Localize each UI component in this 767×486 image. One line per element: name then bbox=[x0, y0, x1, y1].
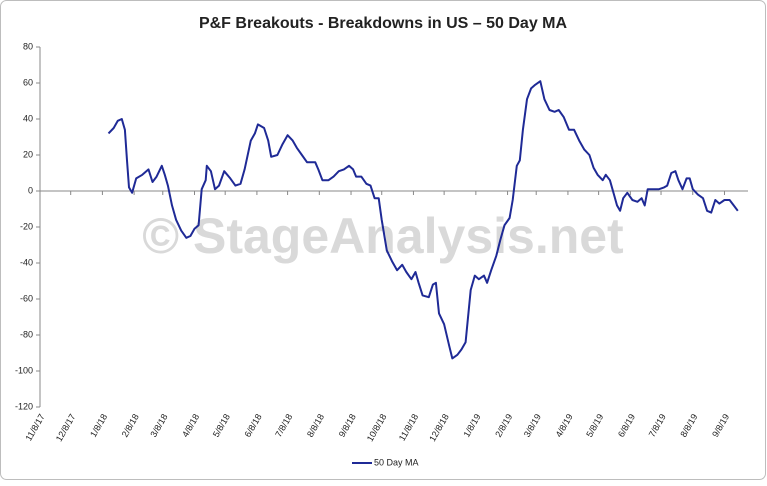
series-line bbox=[107, 80, 739, 360]
y-tick-label: -20 bbox=[20, 221, 33, 231]
y-tick-label: 80 bbox=[23, 41, 33, 51]
legend-label: 50 Day MA bbox=[374, 457, 419, 467]
watermark: © StageAnalysis.net bbox=[142, 208, 624, 264]
y-tick-label: -60 bbox=[20, 293, 33, 303]
y-tick-label: -40 bbox=[20, 257, 33, 267]
y-tick-label: -80 bbox=[20, 329, 33, 339]
y-tick-label: -120 bbox=[15, 401, 33, 411]
y-tick-label: 40 bbox=[23, 113, 33, 123]
y-tick-label: 20 bbox=[23, 149, 33, 159]
y-tick-label: -100 bbox=[15, 365, 33, 375]
chart-title: P&F Breakouts - Breakdowns in US – 50 Da… bbox=[199, 15, 568, 32]
y-tick-label: 60 bbox=[23, 77, 33, 87]
y-tick-label: 0 bbox=[28, 185, 33, 195]
